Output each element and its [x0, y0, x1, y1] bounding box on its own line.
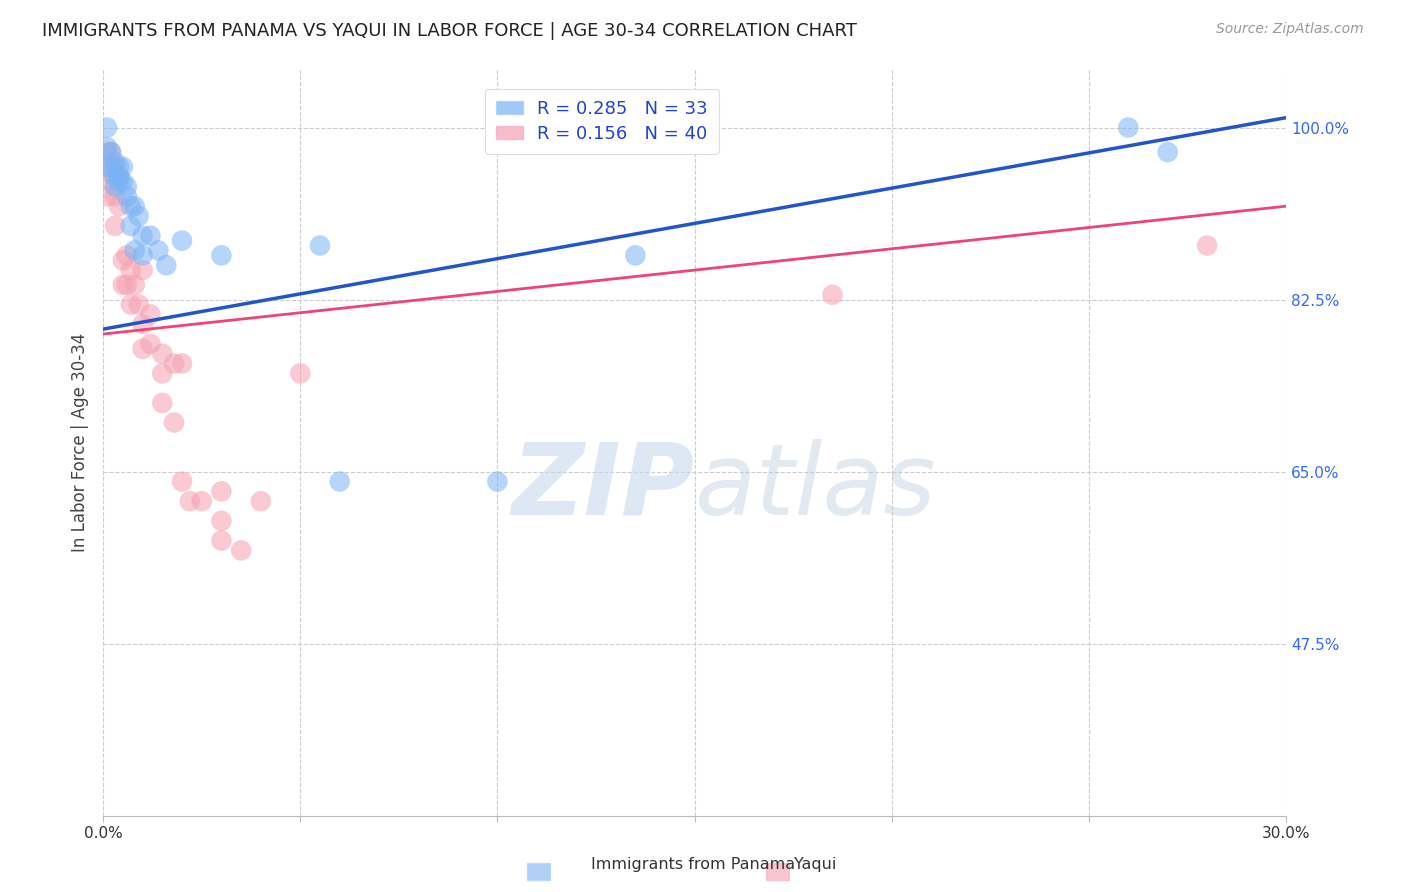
Point: [100, 145, 122, 160]
Point: [108, 199, 131, 213]
Point: [150, 396, 173, 410]
Point: [115, 277, 138, 292]
Point: [115, 248, 138, 262]
Point: [96, 189, 118, 203]
Point: [108, 169, 131, 184]
Point: [120, 219, 142, 233]
Point: [163, 416, 186, 430]
Point: [96, 120, 118, 135]
Point: [229, 543, 252, 558]
Point: [104, 160, 127, 174]
Point: [170, 234, 193, 248]
Point: [100, 175, 122, 189]
Point: [209, 533, 232, 548]
Point: [170, 357, 193, 371]
Point: [821, 287, 844, 301]
Point: [1116, 120, 1139, 135]
Legend: R = 0.285   N = 33, R = 0.156   N = 40: R = 0.285 N = 33, R = 0.156 N = 40: [485, 89, 718, 153]
Point: [139, 337, 162, 351]
Point: [131, 228, 153, 243]
Point: [309, 238, 332, 252]
Point: [120, 199, 142, 213]
Point: [139, 307, 162, 321]
Point: [104, 169, 127, 184]
Point: [150, 347, 173, 361]
Point: [108, 160, 131, 174]
Point: [209, 248, 232, 262]
Point: [111, 277, 134, 292]
Text: IMMIGRANTS FROM PANAMA VS YAQUI IN LABOR FORCE | AGE 30-34 CORRELATION CHART: IMMIGRANTS FROM PANAMA VS YAQUI IN LABOR…: [42, 22, 858, 40]
Point: [131, 317, 153, 331]
Point: [131, 248, 153, 262]
Point: [108, 175, 131, 189]
Point: [111, 253, 134, 268]
Point: [1197, 238, 1219, 252]
Point: [104, 155, 127, 169]
Point: [131, 342, 153, 356]
Point: [179, 494, 201, 508]
Point: [115, 189, 138, 203]
Point: [120, 297, 142, 311]
Point: [96, 140, 118, 154]
Point: [128, 209, 150, 223]
Text: atlas: atlas: [695, 439, 936, 535]
Point: [155, 258, 177, 272]
Point: [111, 160, 134, 174]
Point: [128, 297, 150, 311]
Point: [150, 367, 173, 381]
Point: [170, 475, 193, 489]
Point: [329, 475, 352, 489]
Point: [96, 145, 118, 160]
Point: [209, 484, 232, 499]
Text: ZIP: ZIP: [512, 439, 695, 535]
Text: Yaqui: Yaqui: [794, 857, 837, 872]
Point: [120, 263, 142, 277]
Point: [124, 199, 146, 213]
Point: [124, 244, 146, 258]
Point: [124, 277, 146, 292]
Point: [624, 248, 647, 262]
Point: [250, 494, 273, 508]
Text: Immigrants from Panama: Immigrants from Panama: [591, 857, 794, 872]
Point: [108, 169, 131, 184]
Point: [131, 263, 153, 277]
Point: [209, 514, 232, 528]
Point: [290, 367, 312, 381]
Point: [190, 494, 212, 508]
Point: [100, 160, 122, 174]
Point: [163, 357, 186, 371]
Point: [96, 160, 118, 174]
Point: [100, 145, 122, 160]
Point: [148, 244, 170, 258]
Point: [115, 179, 138, 194]
Point: [111, 175, 134, 189]
Point: [104, 189, 127, 203]
Point: [96, 165, 118, 179]
Point: [139, 228, 162, 243]
Point: [104, 219, 127, 233]
Point: [486, 475, 509, 489]
Point: [1156, 145, 1178, 160]
Point: [104, 179, 127, 194]
Text: Source: ZipAtlas.com: Source: ZipAtlas.com: [1216, 22, 1364, 37]
Y-axis label: In Labor Force | Age 30-34: In Labor Force | Age 30-34: [72, 333, 89, 552]
